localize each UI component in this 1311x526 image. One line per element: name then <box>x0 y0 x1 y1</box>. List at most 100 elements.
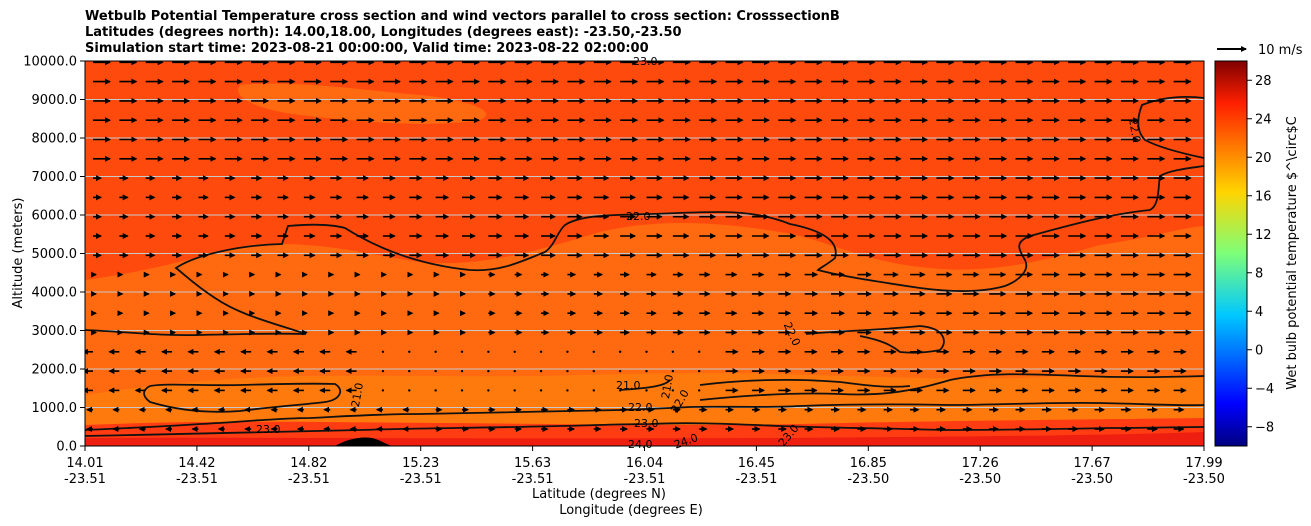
wind-vector <box>513 350 516 353</box>
contour-label: 22.0 <box>626 210 651 223</box>
x-axis-label-2: Longitude (degrees E) <box>559 503 703 518</box>
colorbar-tick-label: 0 <box>1255 343 1263 358</box>
contour-line <box>619 379 671 391</box>
contour-label: 22.0 <box>628 401 653 414</box>
wind-vector <box>645 369 648 373</box>
wind-vector <box>460 369 464 373</box>
contour-label: 21.0 <box>616 379 641 392</box>
wind-vector <box>566 389 569 392</box>
wind-vector <box>434 369 437 373</box>
colorbar-tick-label: 20 <box>1255 151 1272 166</box>
colorbar-tick-label: −8 <box>1255 420 1274 435</box>
colorbar-tick-label: 28 <box>1255 74 1272 89</box>
contour-label: 21.0 <box>659 373 676 399</box>
colorbar: −8 −4 0 4 8 12 16 20 24 28 Wet bulb potential tem… <box>1214 60 1300 447</box>
x-tick-label-lat: 16.45 <box>738 456 775 471</box>
wind-vector <box>566 350 569 353</box>
x-tick-label-lon: -23.50 <box>847 472 889 487</box>
wind-vector <box>698 389 701 392</box>
wind-vector <box>645 350 648 353</box>
wind-vector <box>618 350 622 353</box>
wind-vector <box>645 389 648 392</box>
x-tick-label-lon: -23.51 <box>64 472 106 487</box>
wind-key: 10 m/s <box>1217 43 1303 58</box>
chart-title-line-2: Latitudes (degrees north): 14.00,18.00, … <box>85 25 682 40</box>
wind-vector <box>539 389 543 392</box>
wind-vector <box>381 389 385 392</box>
wind-vector <box>434 350 437 353</box>
contour-line <box>174 165 1204 335</box>
y-tick-label: 4000.0 <box>32 286 78 301</box>
x-tick-label-lon: -23.51 <box>400 472 442 487</box>
y-tick-label: 5000.0 <box>32 247 78 262</box>
y-tick-label: 3000.0 <box>32 324 78 339</box>
colorbar-tick-label: 12 <box>1255 228 1272 243</box>
chart-title: Wetbulb Potential Temperature cross sect… <box>85 9 840 57</box>
wind-vector <box>408 369 411 373</box>
x-tick-label-lon: -23.51 <box>176 472 218 487</box>
contour-line <box>85 401 1204 431</box>
y-tick-label: 9000.0 <box>32 93 78 108</box>
x-tick-label-lat: 17.26 <box>962 456 999 471</box>
colorbar-tick-label: −4 <box>1255 382 1274 397</box>
wind-vector <box>539 350 543 353</box>
x-tick-label-lon: -23.50 <box>1071 472 1113 487</box>
fill-mid-patch <box>238 83 487 124</box>
contour-label: 24.0 <box>628 438 653 451</box>
x-tick-label-lat: 17.67 <box>1073 456 1110 471</box>
wind-vector <box>513 369 516 373</box>
wind-vector <box>618 389 622 392</box>
x-tick-label-lon: -23.50 <box>1183 472 1225 487</box>
wind-vector <box>671 350 675 353</box>
contour-label: 21.0 <box>349 382 366 408</box>
y-axis-label: Altitude (meters) <box>11 198 26 309</box>
x-axis-label: Latitude (degrees N) <box>532 487 666 502</box>
y-axis: 0.0 1000.0 2000.0 3000.0 4000.0 5000.0 6000.0 7… <box>23 55 85 455</box>
wind-vector <box>618 369 622 373</box>
y-tick-label: 7000.0 <box>32 170 78 185</box>
wind-vector <box>487 350 490 353</box>
colorbar-label: Wet bulb potential temperature $^\circ$C <box>1285 116 1300 389</box>
x-tick-label-lon: -23.51 <box>624 472 666 487</box>
y-tick-label: 10000.0 <box>23 55 77 70</box>
wind-vector <box>487 389 490 392</box>
colorbar-gradient <box>1214 60 1248 447</box>
wind-vector <box>408 389 411 392</box>
wind-vector <box>698 350 701 353</box>
colorbar-tick-label: 4 <box>1255 305 1263 320</box>
wind-vector <box>671 389 675 392</box>
x-tick-label-lat: 14.82 <box>290 456 327 471</box>
wind-vector <box>460 389 464 392</box>
wind-vector <box>698 369 701 373</box>
wind-vectors <box>85 61 1192 432</box>
wind-vector <box>381 369 385 373</box>
terrain-bump <box>335 437 392 446</box>
colorbar-tick-label: 16 <box>1255 189 1272 204</box>
wind-vector <box>592 369 595 373</box>
contour-label: 23.0 <box>634 417 659 430</box>
x-tick-label-lon: -23.51 <box>512 472 554 487</box>
x-tick-label-lat: 16.04 <box>626 456 663 471</box>
wind-vector <box>566 369 569 373</box>
chart-title-line-1: Wetbulb Potential Temperature cross sect… <box>85 9 840 24</box>
x-tick-label-lat: 17.99 <box>1185 456 1222 471</box>
x-axis: 14.01-23.5114.42-23.5114.82-23.5115.23-2… <box>64 446 1225 487</box>
y-tick-label: 2000.0 <box>32 363 78 378</box>
contour-line <box>699 378 911 388</box>
colorbar-ticks: −8 −4 0 4 8 12 16 20 24 28 <box>1247 74 1274 435</box>
x-tick-label-lat: 15.63 <box>514 456 551 471</box>
x-tick-label-lat: 16.85 <box>850 456 887 471</box>
wind-vector <box>539 369 543 373</box>
wind-vector <box>487 369 490 373</box>
wind-vector <box>592 350 595 353</box>
x-tick-label-lon: -23.51 <box>735 472 777 487</box>
wind-vector <box>381 350 385 353</box>
y-tick-label: 1000.0 <box>32 401 78 416</box>
wind-vector <box>408 350 411 353</box>
wind-vector <box>460 350 464 353</box>
y-tick-label: 0.0 <box>56 440 77 455</box>
contour-line <box>699 373 1204 401</box>
wind-vector <box>513 389 516 392</box>
x-tick-label-lat: 14.42 <box>178 456 215 471</box>
